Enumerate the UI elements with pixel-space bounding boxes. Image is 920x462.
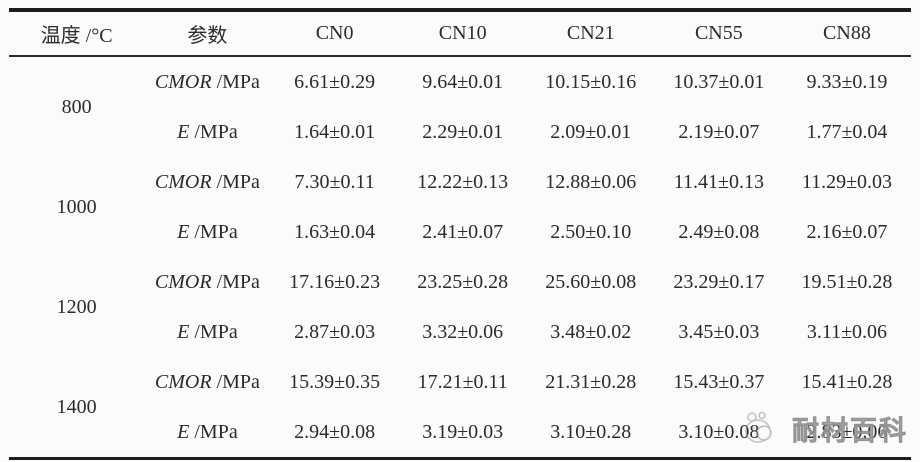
- value-cell: 2.49±0.08: [678, 220, 760, 243]
- parameter-symbol: CMOR: [154, 370, 212, 393]
- parameter-cell: E /MPa: [144, 207, 270, 257]
- parameter-symbol: CMOR: [154, 170, 212, 193]
- value-cell: 21.31±0.28: [545, 370, 637, 393]
- parameter-symbol: E: [177, 420, 190, 443]
- header-cn10: CN10: [398, 10, 527, 57]
- results-table: 温度 /°C 参数 CN0 CN10 CN21 CN55 CN88 800 CM…: [9, 8, 911, 460]
- temperature-cell: 800: [61, 95, 92, 118]
- header-cn88: CN88: [782, 10, 911, 57]
- parameter-cell: CMOR /MPa: [144, 257, 270, 307]
- temperature-cell: 1400: [56, 395, 97, 418]
- parameter-cell: E /MPa: [144, 407, 270, 459]
- value-cell: 2.41±0.07: [422, 220, 504, 243]
- header-cn55: CN55: [654, 10, 783, 57]
- value-cell: 15.39±0.35: [289, 370, 381, 393]
- value-cell: 19.51±0.28: [801, 270, 893, 293]
- value-cell: 15.43±0.37: [673, 370, 765, 393]
- value-cell: 1.64±0.01: [294, 120, 376, 143]
- parameter-unit: /MPa: [211, 270, 260, 293]
- parameter-unit: /MPa: [189, 320, 238, 343]
- value-cell: 1.63±0.04: [294, 220, 376, 243]
- header-temperature: 温度 /°C: [9, 10, 145, 57]
- value-cell: 3.10±0.08: [678, 420, 760, 443]
- value-cell: 2.83±0.06: [806, 420, 888, 443]
- header-row: 温度 /°C 参数 CN0 CN10 CN21 CN55 CN88: [9, 10, 911, 57]
- parameter-symbol: E: [177, 220, 190, 243]
- parameter-cell: CMOR /MPa: [144, 357, 270, 407]
- parameter-unit: /MPa: [189, 420, 238, 443]
- table-row: 800 CMOR /MPa 6.61±0.29 9.64±0.01 10.15±…: [9, 56, 911, 118]
- value-cell: 7.30±0.11: [294, 170, 375, 193]
- value-cell: 2.09±0.01: [550, 120, 632, 143]
- value-cell: 3.10±0.28: [550, 420, 632, 443]
- header-parameter: 参数: [144, 10, 271, 57]
- value-cell: 6.61±0.29: [294, 70, 376, 93]
- value-cell: 2.87±0.03: [294, 320, 376, 343]
- parameter-unit: /MPa: [211, 370, 260, 393]
- value-cell: 11.29±0.03: [801, 170, 893, 193]
- results-table-wrap: 温度 /°C 参数 CN0 CN10 CN21 CN55 CN88 800 CM…: [9, 8, 911, 460]
- value-cell: 2.94±0.08: [294, 420, 376, 443]
- value-cell: 2.19±0.07: [678, 120, 760, 143]
- value-cell: 11.41±0.13: [673, 170, 764, 193]
- value-cell: 3.48±0.02: [550, 320, 632, 343]
- value-cell: 2.16±0.07: [806, 220, 888, 243]
- value-cell: 3.19±0.03: [422, 420, 504, 443]
- value-cell: 12.88±0.06: [545, 170, 637, 193]
- parameter-symbol: CMOR: [154, 270, 212, 293]
- value-cell: 10.37±0.01: [673, 70, 765, 93]
- table-row: 1000 CMOR /MPa 7.30±0.11 12.22±0.13 12.8…: [9, 157, 911, 218]
- header-cn0: CN0: [270, 10, 399, 57]
- value-cell: 23.29±0.17: [673, 270, 765, 293]
- parameter-cell: CMOR /MPa: [144, 56, 270, 107]
- value-cell: 3.45±0.03: [678, 320, 760, 343]
- table-row: E /MPa 2.94±0.08 3.19±0.03 3.10±0.28 3.1…: [9, 407, 911, 459]
- parameter-symbol: CMOR: [154, 70, 212, 93]
- value-cell: 3.11±0.06: [806, 320, 888, 343]
- value-cell: 9.33±0.19: [806, 70, 888, 93]
- parameter-unit: /MPa: [189, 220, 238, 243]
- parameter-unit: /MPa: [189, 120, 238, 143]
- parameter-cell: CMOR /MPa: [144, 157, 270, 207]
- value-cell: 10.15±0.16: [545, 70, 637, 93]
- parameter-symbol: E: [177, 320, 190, 343]
- parameter-cell: E /MPa: [144, 107, 270, 157]
- temperature-cell: 1000: [56, 195, 97, 218]
- parameter-cell: E /MPa: [144, 307, 270, 357]
- table-row: E /MPa 2.87±0.03 3.32±0.06 3.48±0.02 3.4…: [9, 307, 911, 357]
- value-cell: 23.25±0.28: [417, 270, 509, 293]
- table-row: 1400 CMOR /MPa 15.39±0.35 17.21±0.11 21.…: [9, 357, 911, 418]
- parameter-symbol: E: [177, 120, 190, 143]
- value-cell: 2.50±0.10: [550, 220, 632, 243]
- value-cell: 25.60±0.08: [545, 270, 637, 293]
- value-cell: 17.16±0.23: [289, 270, 381, 293]
- value-cell: 2.29±0.01: [422, 120, 504, 143]
- parameter-unit: /MPa: [211, 170, 260, 193]
- temperature-cell: 1200: [56, 295, 97, 318]
- value-cell: 3.32±0.06: [422, 320, 504, 343]
- table-row: E /MPa 1.64±0.01 2.29±0.01 2.09±0.01 2.1…: [9, 107, 911, 157]
- value-cell: 9.64±0.01: [422, 70, 504, 93]
- header-cn21: CN21: [526, 10, 655, 57]
- value-cell: 17.21±0.11: [417, 370, 508, 393]
- table-row: 1200 CMOR /MPa 17.16±0.23 23.25±0.28 25.…: [9, 257, 911, 318]
- table-row: E /MPa 1.63±0.04 2.41±0.07 2.50±0.10 2.4…: [9, 207, 911, 257]
- value-cell: 15.41±0.28: [801, 370, 893, 393]
- value-cell: 12.22±0.13: [417, 170, 509, 193]
- value-cell: 1.77±0.04: [806, 120, 888, 143]
- parameter-unit: /MPa: [211, 70, 260, 93]
